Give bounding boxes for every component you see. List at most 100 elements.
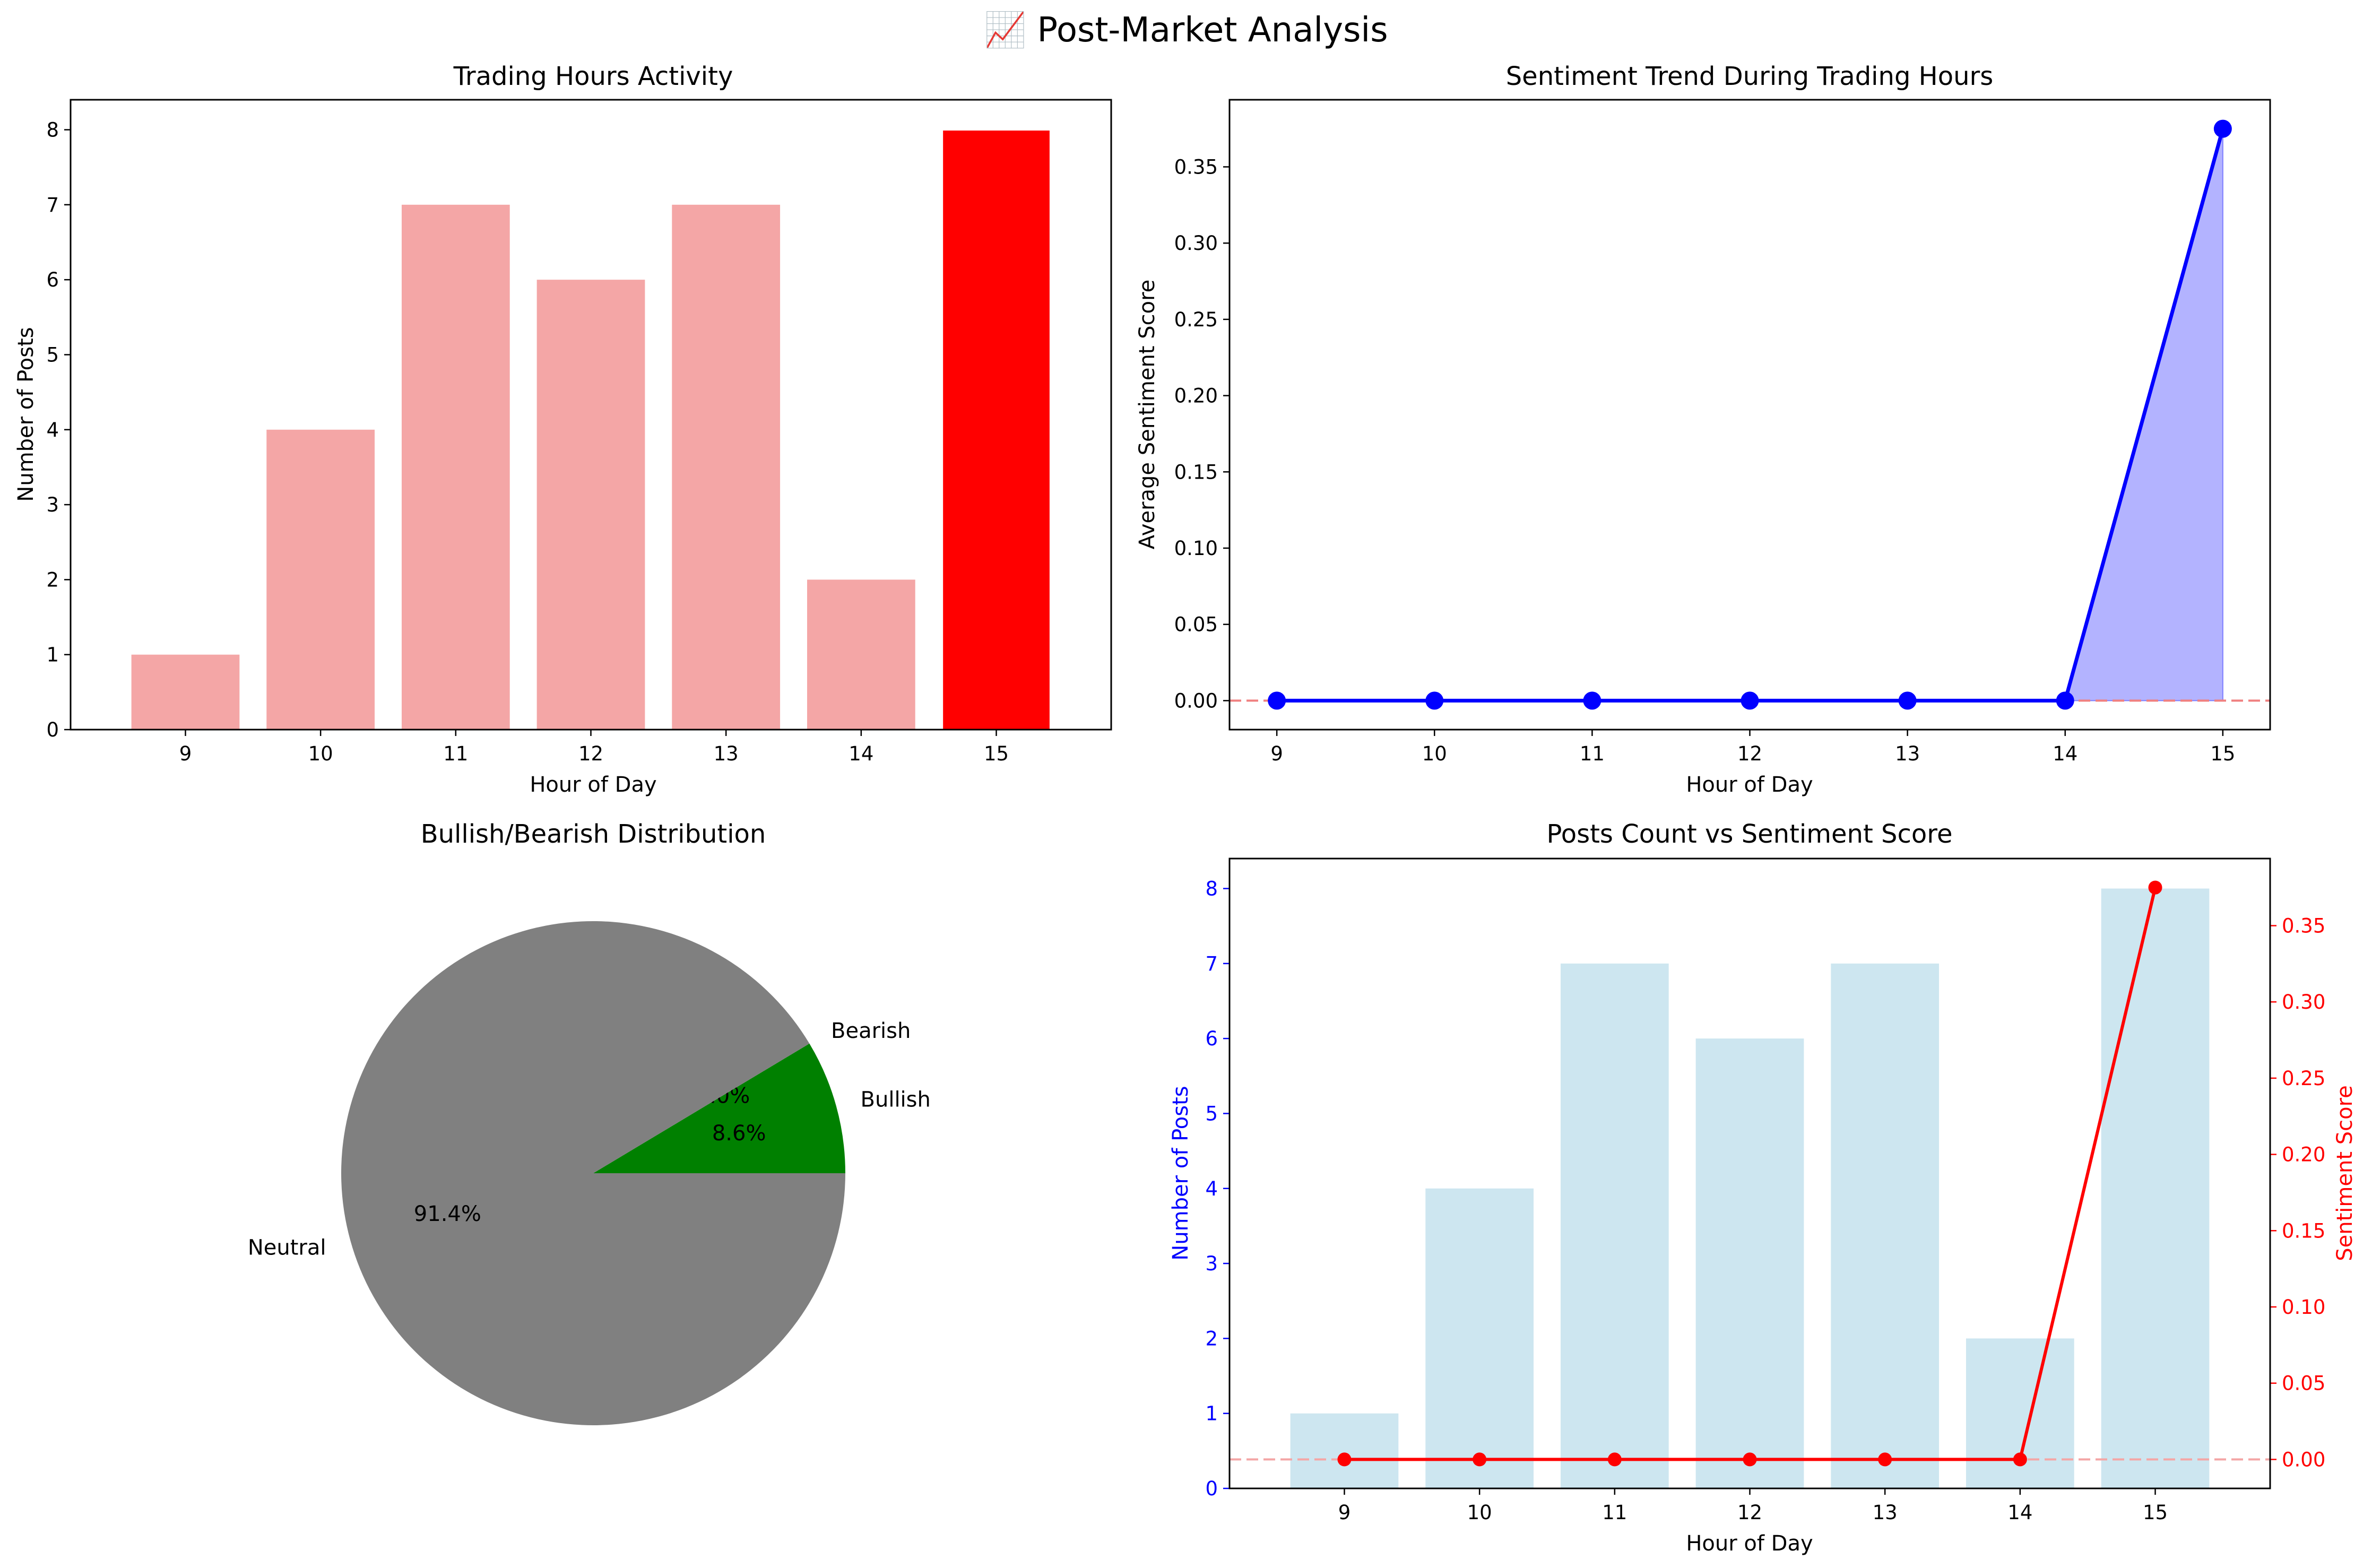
x-tick-label: 15 [984, 742, 1009, 765]
x-tick-label: 13 [1895, 742, 1920, 765]
x-tick-label: 9 [1270, 742, 1283, 765]
chart2-title: Sentiment Trend During Trading Hours [1506, 62, 1994, 91]
chart4-ylabel: Number of Posts [1168, 1086, 1193, 1260]
pie-label-neutral: Neutral [248, 1235, 326, 1260]
y-tick-label: 6 [46, 268, 59, 291]
secondary-y-tick-label: 0.00 [2282, 1448, 2325, 1471]
x-tick-label: 10 [1467, 1501, 1492, 1524]
bar-hour-11 [401, 204, 510, 730]
y-tick-label: 0 [1205, 1477, 1218, 1500]
sentiment-line [1277, 128, 2225, 703]
y-tick-label: 5 [46, 343, 59, 366]
x-tick-label: 12 [578, 742, 603, 765]
sentiment-point-hour-11 [1607, 1452, 1622, 1467]
x-tick-label: 12 [1737, 1501, 1762, 1524]
bullish-bearish-pie-chart: Bullish/Bearish Distribution Bullish 8.6%… [248, 819, 931, 1425]
sentiment-point-hour-9 [1268, 691, 1286, 710]
bar-hour-9 [1290, 1413, 1399, 1488]
bar-hour-11 [1560, 963, 1669, 1488]
y-tick-label: 1 [1205, 1402, 1218, 1425]
x-tick-label: 10 [308, 742, 333, 765]
secondary-y-tick-label: 0.05 [2282, 1372, 2325, 1395]
chart1-xlabel: Hour of Day [530, 773, 656, 797]
y-tick-label: 4 [1205, 1177, 1218, 1200]
secondary-y-tick-label: 0.35 [2282, 914, 2325, 937]
sentiment-trend-chart: Sentiment Trend During Trading Hours 9 10… [1135, 62, 2271, 797]
y-tick-label: 0.10 [1174, 537, 1218, 560]
chart2-plot [1230, 119, 2270, 710]
secondary-y-tick-label: 0.25 [2282, 1067, 2325, 1090]
chart2-ticks: 9 10 11 12 13 14 15 0.00 0.05 0.10 0.15 0.20 0.25 0.3… [1174, 155, 2236, 765]
x-tick-label: 13 [1873, 1501, 1898, 1524]
bar-hour-9 [131, 654, 240, 730]
bar-hour-13 [672, 204, 781, 730]
y-tick-label: 0.05 [1174, 613, 1218, 636]
pie-pct-bullish: 8.6% [712, 1121, 766, 1146]
y-tick-label: 3 [1205, 1252, 1218, 1275]
sentiment-point-hour-12 [1741, 691, 1759, 710]
chart1-ylabel: Number of Posts [14, 327, 38, 501]
chart4-xlabel: Hour of Day [1686, 1531, 1813, 1556]
y-tick-label: 7 [46, 194, 59, 216]
y-tick-label: 0.00 [1174, 689, 1218, 712]
secondary-y-tick-label: 0.30 [2282, 991, 2325, 1013]
chart4-frame [1228, 857, 2271, 1489]
x-tick-label: 12 [1737, 742, 1762, 765]
secondary-y-tick-label: 0.20 [2282, 1143, 2325, 1166]
pie-slice-bullish [593, 1043, 845, 1173]
y-tick-label: 0 [46, 718, 59, 741]
x-tick-label: 15 [2210, 742, 2235, 765]
x-tick-label: 14 [849, 742, 873, 765]
y-tick-label: 7 [1205, 952, 1218, 975]
trading-hours-activity-chart: Trading Hours Activity 9 10 11 12 13 14 150123… [14, 62, 1112, 797]
sentiment-point-hour-15 [2148, 880, 2162, 895]
chart1-bars [131, 129, 1051, 731]
x-tick-label: 9 [179, 742, 192, 765]
sentiment-point-hour-10 [1425, 691, 1444, 710]
x-tick-label: 15 [2143, 1501, 2168, 1524]
y-tick-label: 5 [1205, 1102, 1218, 1125]
sentiment-point-hour-14 [2013, 1452, 2027, 1467]
pie-slice-neutral [341, 921, 845, 1425]
bar-hour-15 [2101, 888, 2210, 1488]
chart2-ylabel: Average Sentiment Score [1135, 280, 1159, 549]
y-tick-label: 0.25 [1174, 308, 1218, 331]
y-tick-label: 8 [1205, 878, 1218, 900]
chart4-plot [1230, 880, 2270, 1488]
x-tick-label: 11 [1602, 1501, 1627, 1524]
figure-title: 📈 Post-Market Analysis [984, 11, 1388, 50]
sentiment-area-fill [1277, 128, 2223, 701]
secondary-y-tick-label: 0.15 [2282, 1219, 2325, 1242]
sentiment-point-hour-11 [1583, 691, 1601, 710]
sentiment-point-hour-9 [1337, 1452, 1352, 1467]
chart4-secondary-ylabel: Sentiment Score [2333, 1085, 2357, 1261]
sentiment-point-hour-15 [2213, 119, 2232, 138]
pie-label-bearish: Bearish [831, 1019, 911, 1043]
chart1-frame [70, 99, 1112, 731]
bar-hour-14 [807, 579, 915, 730]
y-tick-label: 4 [46, 419, 59, 441]
bar-hour-13 [1831, 963, 1940, 1488]
sentiment-point-hour-14 [2056, 691, 2074, 710]
x-tick-label: 13 [714, 742, 739, 765]
bar-hour-12 [536, 280, 645, 730]
y-tick-label: 2 [1205, 1327, 1218, 1350]
y-tick-label: 8 [46, 119, 59, 142]
sentiment-point-hour-10 [1473, 1452, 1487, 1467]
chart3-title: Bullish/Bearish Distribution [421, 819, 766, 849]
bar-hour-10 [1425, 1188, 1534, 1488]
sentiment-point-hour-12 [1743, 1452, 1757, 1467]
y-tick-label: 2 [46, 568, 59, 591]
x-tick-label: 11 [443, 742, 468, 765]
x-tick-label: 11 [1580, 742, 1605, 765]
chart2-frame [1228, 99, 2271, 731]
x-tick-label: 14 [2053, 742, 2077, 765]
pie-pct-neutral: 91.4% [414, 1202, 481, 1226]
secondary-y-tick-label: 0.10 [2282, 1296, 2325, 1319]
y-tick-label: 1 [46, 644, 59, 666]
y-tick-label: 0.35 [1174, 155, 1218, 178]
bar-hour-15 [941, 129, 1051, 731]
x-tick-label: 10 [1422, 742, 1447, 765]
